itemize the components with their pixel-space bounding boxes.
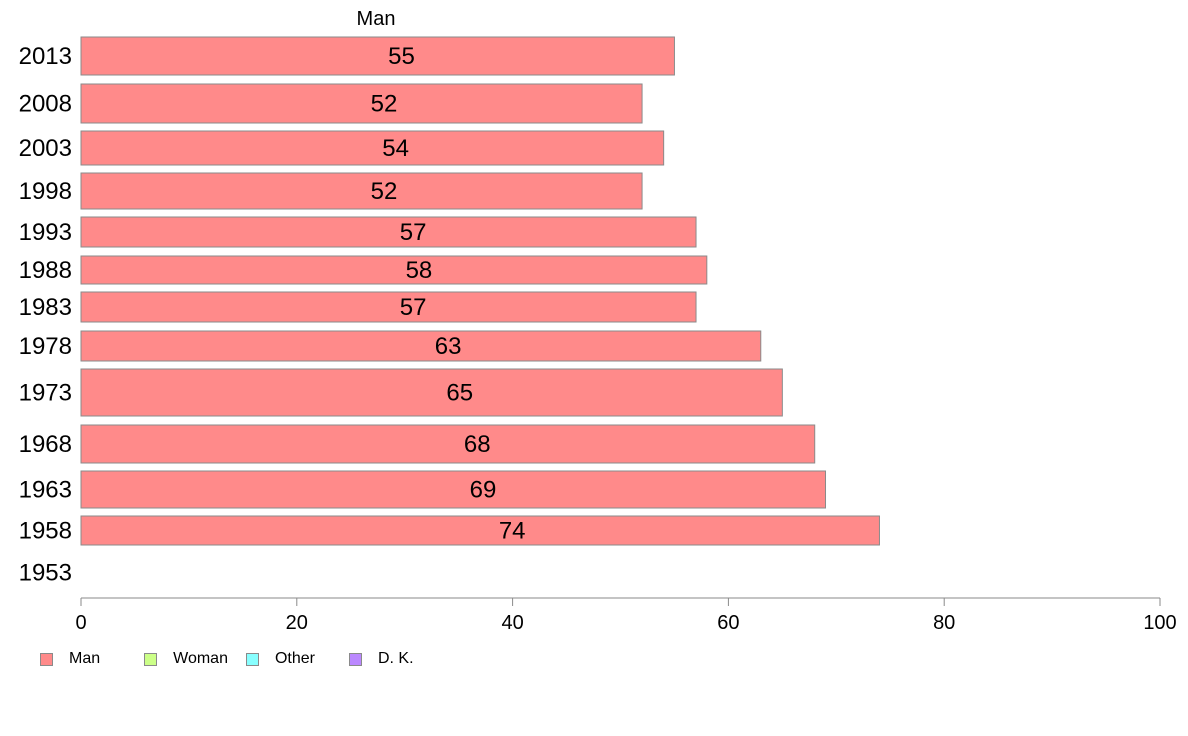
data-label-2008: 52 — [371, 91, 398, 118]
data-label-1968: 68 — [464, 431, 491, 458]
legend-swatch — [40, 652, 53, 666]
data-label-1988: 58 — [406, 257, 433, 284]
legend-swatch — [144, 652, 158, 666]
legend-label: D. K. — [377, 650, 414, 667]
bars-group: 2013 55 2008 52 2003 54 1998 52 1993 57 1988 58 1983… — [19, 36, 880, 587]
data-label-1993: 57 — [400, 219, 427, 246]
bar-1963 — [80, 470, 827, 509]
category-label-1968: 1968 — [19, 431, 72, 458]
x-tick-label-20: 20 — [286, 612, 308, 634]
bar-1978 — [80, 330, 762, 362]
data-label-1978: 63 — [435, 333, 462, 360]
category-label-1963: 1963 — [19, 477, 72, 504]
category-label-1998: 1998 — [19, 178, 72, 205]
data-label-1998: 52 — [371, 178, 398, 205]
data-label-2013: 55 — [388, 43, 415, 70]
legend-item-man: Man — [40, 650, 100, 668]
legend-label: Man — [69, 650, 101, 667]
bar-1993 — [80, 216, 697, 248]
bar-2003 — [80, 130, 665, 166]
chart-title: Man — [357, 8, 396, 30]
legend-item-other: Other — [245, 650, 315, 668]
category-label-1993: 1993 — [19, 219, 72, 246]
legend-swatch — [348, 652, 362, 666]
data-label-1963: 69 — [470, 477, 497, 504]
bar-1983 — [80, 291, 697, 323]
x-axis: 0 20 40 60 80 100 — [75, 597, 1177, 634]
bar-1973 — [80, 368, 783, 417]
x-tick-label-60: 60 — [717, 612, 739, 634]
x-tick-label-40: 40 — [501, 612, 523, 634]
x-tick-label-0: 0 — [75, 612, 86, 634]
data-label-1983: 57 — [400, 294, 427, 321]
bar-1988 — [80, 255, 708, 285]
bar-chart: Man 2013 55 2008 52 2003 54 1998 52 1993 57 1988 58… — [19, 8, 1177, 634]
category-label-1978: 1978 — [19, 333, 72, 360]
category-label-1983: 1983 — [19, 294, 72, 321]
bar-2013 — [80, 36, 675, 76]
legend: Man Woman Other D. K. — [40, 650, 414, 668]
category-label-1953: 1953 — [19, 560, 72, 587]
bar-1998 — [80, 172, 643, 210]
x-tick-label-80: 80 — [933, 612, 955, 634]
category-label-1973: 1973 — [19, 380, 72, 407]
category-label-2013: 2013 — [19, 43, 72, 70]
legend-item-d-k: D. K. — [348, 650, 414, 668]
category-label-1958: 1958 — [19, 518, 72, 545]
data-label-1958: 74 — [499, 518, 526, 545]
category-label-1988: 1988 — [19, 257, 72, 284]
bar-1968 — [80, 424, 816, 464]
x-tick-label-100: 100 — [1143, 612, 1176, 634]
bar-1958 — [80, 515, 880, 546]
category-label-2003: 2003 — [19, 135, 72, 162]
data-label-2003: 54 — [382, 135, 409, 162]
data-label-1973: 65 — [446, 380, 473, 407]
legend-item-woman: Woman — [144, 650, 228, 668]
legend-label: Other — [274, 650, 315, 667]
legend-swatch — [245, 652, 259, 666]
legend-label: Woman — [173, 650, 228, 667]
category-label-2008: 2008 — [19, 91, 72, 118]
bar-2008 — [80, 83, 643, 124]
